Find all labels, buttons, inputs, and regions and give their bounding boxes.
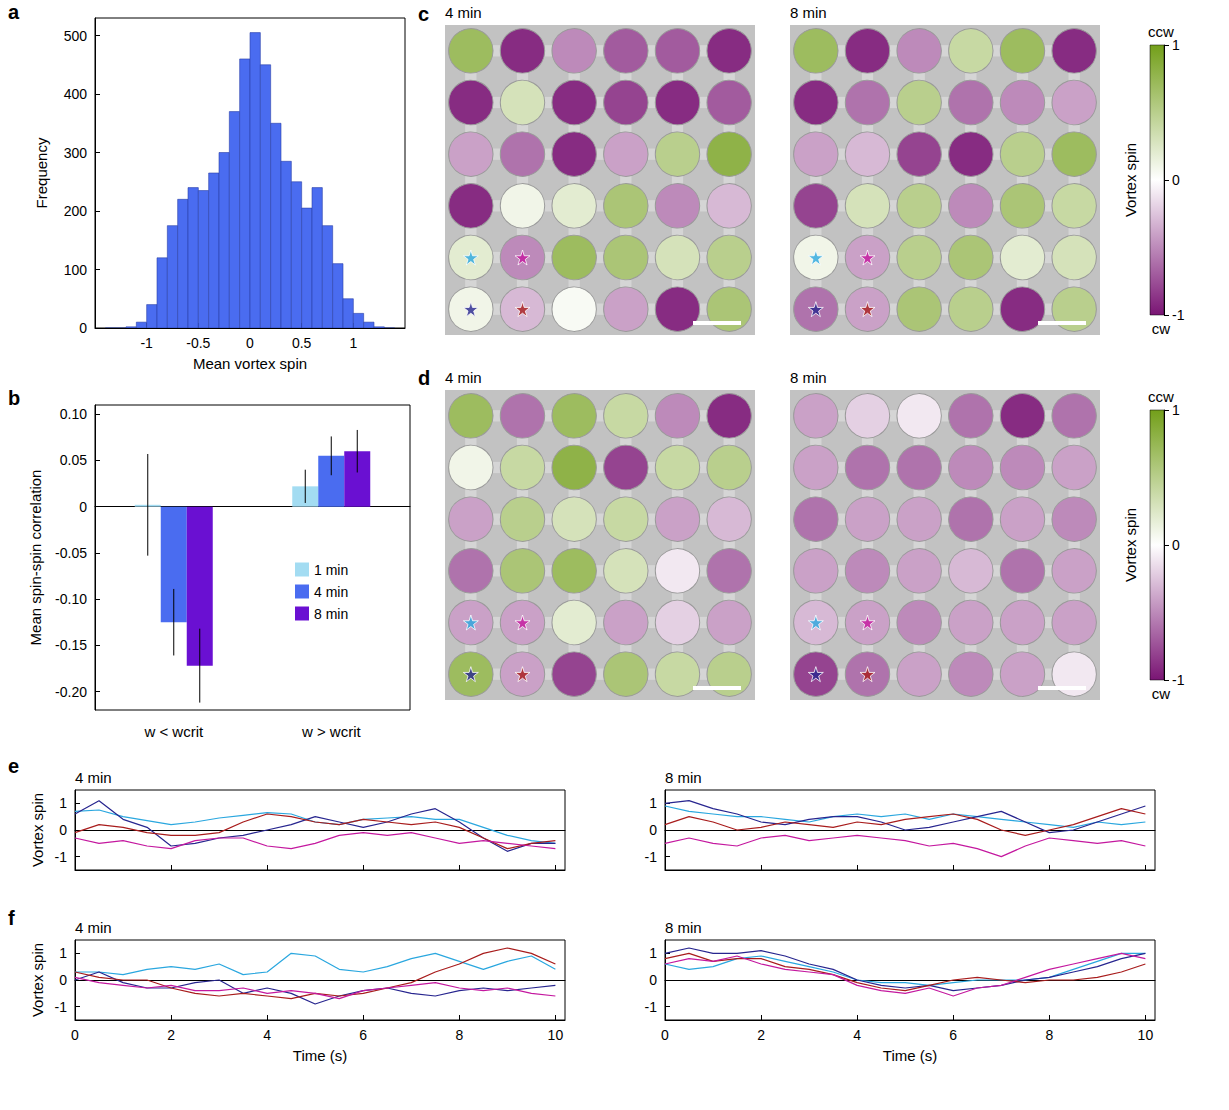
svg-text:1: 1 bbox=[59, 945, 67, 961]
svg-text:8 min: 8 min bbox=[790, 4, 827, 21]
svg-text:-1: -1 bbox=[645, 999, 658, 1015]
svg-text:e: e bbox=[8, 755, 19, 777]
svg-text:1 min: 1 min bbox=[314, 562, 348, 578]
svg-text:4 min: 4 min bbox=[314, 584, 348, 600]
svg-text:-0.05: -0.05 bbox=[55, 545, 87, 561]
svg-text:4 min: 4 min bbox=[75, 769, 112, 786]
svg-text:8 min: 8 min bbox=[790, 369, 827, 386]
svg-text:0: 0 bbox=[661, 1027, 669, 1043]
svg-text:100: 100 bbox=[64, 262, 88, 278]
svg-text:0: 0 bbox=[59, 822, 67, 838]
svg-text:-1: -1 bbox=[140, 335, 153, 351]
svg-text:-1: -1 bbox=[55, 849, 68, 865]
svg-text:1: 1 bbox=[349, 335, 357, 351]
svg-text:6: 6 bbox=[949, 1027, 957, 1043]
svg-text:0.05: 0.05 bbox=[60, 452, 87, 468]
svg-text:-0.20: -0.20 bbox=[55, 684, 87, 700]
svg-text:300: 300 bbox=[64, 145, 88, 161]
svg-text:1: 1 bbox=[1172, 402, 1180, 418]
svg-text:8 min: 8 min bbox=[665, 919, 702, 936]
svg-text:8: 8 bbox=[1045, 1027, 1053, 1043]
svg-text:2: 2 bbox=[167, 1027, 175, 1043]
svg-text:8: 8 bbox=[455, 1027, 463, 1043]
svg-text:Vortex spin: Vortex spin bbox=[1122, 143, 1139, 217]
svg-text:0: 0 bbox=[649, 972, 657, 988]
svg-text:-0.10: -0.10 bbox=[55, 591, 87, 607]
svg-text:4 min: 4 min bbox=[445, 4, 482, 21]
svg-text:-1: -1 bbox=[645, 849, 658, 865]
svg-text:500: 500 bbox=[64, 28, 88, 44]
svg-text:Mean spin-spin correlation: Mean spin-spin correlation bbox=[27, 470, 44, 646]
svg-text:0: 0 bbox=[1172, 537, 1180, 553]
svg-text:4: 4 bbox=[853, 1027, 861, 1043]
svg-text:6: 6 bbox=[359, 1027, 367, 1043]
svg-text:ccw: ccw bbox=[1148, 23, 1174, 40]
svg-text:1: 1 bbox=[59, 795, 67, 811]
svg-text:c: c bbox=[418, 3, 429, 25]
svg-text:0: 0 bbox=[79, 320, 87, 336]
svg-text:0: 0 bbox=[79, 499, 87, 515]
svg-text:0: 0 bbox=[59, 972, 67, 988]
svg-text:4 min: 4 min bbox=[75, 919, 112, 936]
svg-text:f: f bbox=[8, 907, 15, 929]
svg-text:ccw: ccw bbox=[1148, 388, 1174, 405]
svg-text:d: d bbox=[418, 367, 430, 389]
svg-text:-1: -1 bbox=[1172, 307, 1185, 323]
svg-text:0: 0 bbox=[1172, 172, 1180, 188]
svg-text:10: 10 bbox=[548, 1027, 564, 1043]
svg-text:Time (s): Time (s) bbox=[293, 1047, 347, 1064]
svg-text:4: 4 bbox=[263, 1027, 271, 1043]
svg-text:10: 10 bbox=[1138, 1027, 1154, 1043]
svg-text:Vortex spin: Vortex spin bbox=[1122, 508, 1139, 582]
svg-text:Vortex spin: Vortex spin bbox=[29, 943, 46, 1017]
svg-text:a: a bbox=[8, 1, 20, 23]
svg-text:1: 1 bbox=[649, 795, 657, 811]
svg-text:0.5: 0.5 bbox=[292, 335, 312, 351]
svg-text:0: 0 bbox=[649, 822, 657, 838]
svg-text:-1: -1 bbox=[55, 999, 68, 1015]
svg-text:1: 1 bbox=[649, 945, 657, 961]
svg-text:b: b bbox=[8, 387, 20, 409]
svg-text:w > wcrit: w > wcrit bbox=[301, 723, 362, 740]
svg-text:8 min: 8 min bbox=[665, 769, 702, 786]
svg-text:Vortex spin: Vortex spin bbox=[29, 793, 46, 867]
svg-text:w < wcrit: w < wcrit bbox=[143, 723, 204, 740]
svg-text:1: 1 bbox=[1172, 37, 1180, 53]
svg-text:-0.5: -0.5 bbox=[186, 335, 210, 351]
svg-text:0.10: 0.10 bbox=[60, 406, 87, 422]
svg-text:Mean vortex spin: Mean vortex spin bbox=[193, 355, 307, 372]
svg-text:-1: -1 bbox=[1172, 672, 1185, 688]
svg-text:2: 2 bbox=[757, 1027, 765, 1043]
svg-text:Frequency: Frequency bbox=[33, 137, 50, 208]
svg-text:0: 0 bbox=[246, 335, 254, 351]
svg-text:Time (s): Time (s) bbox=[883, 1047, 937, 1064]
svg-text:cw: cw bbox=[1152, 685, 1171, 702]
svg-text:0: 0 bbox=[71, 1027, 79, 1043]
svg-text:8 min: 8 min bbox=[314, 606, 348, 622]
svg-text:200: 200 bbox=[64, 203, 88, 219]
svg-text:cw: cw bbox=[1152, 320, 1171, 337]
svg-text:4 min: 4 min bbox=[445, 369, 482, 386]
svg-text:400: 400 bbox=[64, 86, 88, 102]
svg-text:-0.15: -0.15 bbox=[55, 637, 87, 653]
